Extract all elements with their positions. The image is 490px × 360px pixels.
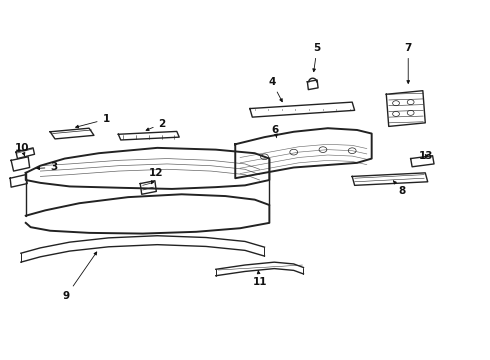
- Text: 3: 3: [37, 162, 58, 172]
- Text: 7: 7: [405, 43, 412, 84]
- Text: 8: 8: [393, 181, 406, 196]
- Text: 2: 2: [146, 118, 166, 131]
- Text: 11: 11: [252, 271, 267, 287]
- Text: 13: 13: [419, 151, 434, 161]
- Text: 10: 10: [15, 143, 29, 156]
- Text: 1: 1: [75, 114, 110, 128]
- Text: 9: 9: [63, 252, 97, 301]
- Text: 5: 5: [313, 43, 321, 72]
- Text: 12: 12: [149, 168, 164, 184]
- Text: 6: 6: [271, 125, 279, 138]
- Text: 4: 4: [268, 77, 282, 102]
